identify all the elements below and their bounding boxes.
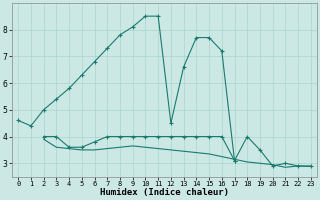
X-axis label: Humidex (Indice chaleur): Humidex (Indice chaleur) (100, 188, 229, 197)
